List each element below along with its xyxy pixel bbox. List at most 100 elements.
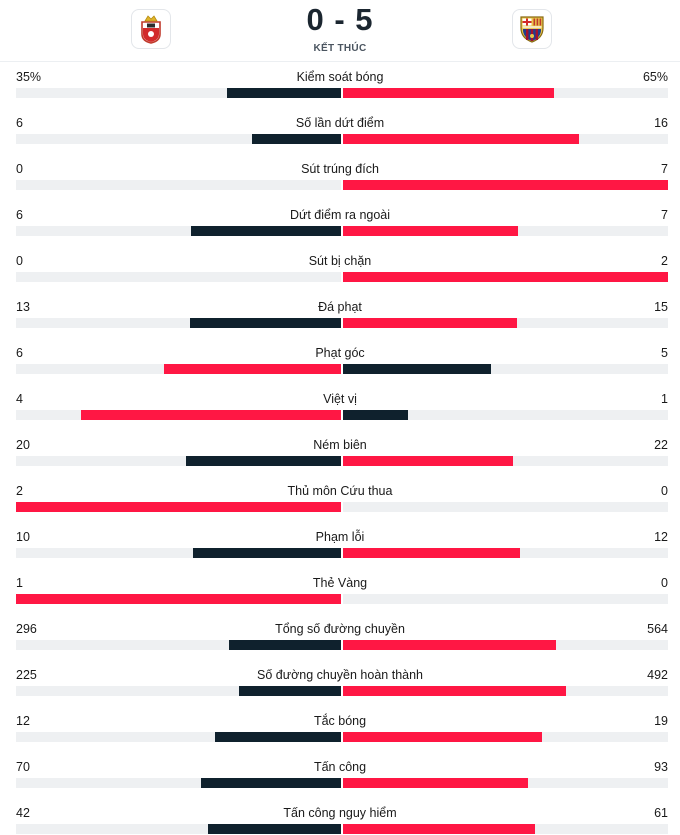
stat-home-bar [191, 226, 341, 236]
stat-label: Đá phạt [318, 300, 362, 314]
stat-away-track [343, 502, 668, 512]
stat-away-value: 93 [654, 760, 668, 774]
stat-home-track [16, 180, 341, 190]
stat-home-track [16, 364, 341, 374]
stat-home-bar [208, 824, 341, 834]
stat-away-value: 5 [661, 346, 668, 360]
stat-home-bar [163, 364, 341, 374]
stat-away-value: 0 [661, 576, 668, 590]
stat-home-track [16, 134, 341, 144]
stat-home-value: 6 [16, 208, 23, 222]
stat-away-bar [343, 134, 580, 144]
stat-label: Thủ môn Cứu thua [287, 484, 393, 498]
stat-home-value: 12 [16, 714, 30, 728]
stat-home-track [16, 456, 341, 466]
stat-row: 10 Phạm lỗi 12 [0, 526, 680, 572]
stat-home-value: 225 [16, 668, 37, 682]
stat-label: Số đường chuyền hoàn thành [257, 668, 423, 682]
stat-away-value: 12 [654, 530, 668, 544]
stat-away-bar [343, 364, 491, 374]
stat-away-track [343, 594, 668, 604]
stat-home-value: 6 [16, 116, 23, 130]
stat-away-bar [343, 88, 555, 98]
stat-label: Số lần dứt điểm [295, 116, 385, 130]
stat-away-track [343, 778, 668, 788]
stat-home-track [16, 824, 341, 834]
stat-away-bar [343, 180, 668, 190]
stat-home-bar [190, 318, 341, 328]
stat-label: Tấn công [313, 760, 367, 774]
stat-away-value: 564 [647, 622, 668, 636]
stat-label: Phạt góc [315, 346, 365, 360]
stat-home-bar [227, 88, 341, 98]
stat-row: 6 Số lần dứt điểm 16 [0, 112, 680, 158]
stat-row: 225 Số đường chuyền hoàn thành 492 [0, 664, 680, 710]
stat-away-value: 65% [642, 70, 668, 84]
stat-away-value: 7 [661, 208, 668, 222]
stat-away-value: 492 [647, 668, 668, 682]
match-status: KẾT THÚC [313, 43, 367, 54]
stat-away-track [343, 88, 668, 98]
stat-home-value: 1 [16, 576, 23, 590]
stat-away-track [343, 548, 668, 558]
stat-away-bar [343, 732, 543, 742]
stat-home-bar [252, 134, 341, 144]
stat-row: 4 Việt vị 1 [0, 388, 680, 434]
stat-away-value: 15 [654, 300, 668, 314]
stat-home-value: 296 [16, 622, 37, 636]
stat-home-bar [16, 502, 341, 512]
stat-away-bar [343, 410, 408, 420]
stat-away-track [343, 732, 668, 742]
stat-home-track [16, 410, 341, 420]
stat-home-value: 35% [16, 70, 42, 84]
stat-row: 6 Phạt góc 5 [0, 342, 680, 388]
stat-away-track [343, 686, 668, 696]
stat-away-track [343, 272, 668, 282]
stat-away-value: 7 [661, 162, 668, 176]
stat-label: Sút bị chặn [308, 254, 372, 268]
stat-row: 70 Tấn công 93 [0, 756, 680, 802]
stat-home-value: 0 [16, 254, 23, 268]
stat-label: Việt vị [323, 392, 357, 406]
stat-away-bar [343, 548, 521, 558]
stat-away-track [343, 364, 668, 374]
stat-away-bar [343, 640, 557, 650]
stat-label: Phạm lỗi [315, 530, 365, 544]
stat-home-bar [215, 732, 341, 742]
stat-label: Kiểm soát bóng [296, 70, 384, 84]
stat-home-track [16, 640, 341, 650]
stat-away-track [343, 180, 668, 190]
stat-away-track [343, 134, 668, 144]
stat-row: 0 Sút bị chặn 2 [0, 250, 680, 296]
stat-away-value: 16 [654, 116, 668, 130]
stat-away-value: 1 [661, 392, 668, 406]
stat-row: 42 Tấn công nguy hiểm 61 [0, 802, 680, 835]
away-team-logo[interactable] [512, 9, 552, 49]
stat-home-bar [201, 778, 341, 788]
stat-home-bar [229, 640, 341, 650]
match-header: 0 - 5 KẾT THÚC [0, 0, 680, 62]
barcelona-crest-icon [520, 16, 544, 43]
stat-home-value: 10 [16, 530, 30, 544]
stat-home-bar [16, 594, 341, 604]
stat-label: Dứt điểm ra ngoài [289, 208, 391, 222]
stat-away-bar [343, 456, 514, 466]
stat-home-track [16, 272, 341, 282]
stat-label: Tấn công nguy hiểm [283, 806, 397, 820]
stat-away-value: 22 [654, 438, 668, 452]
stat-label: Ném biên [313, 438, 367, 452]
stat-row: 20 Ném biên 22 [0, 434, 680, 480]
stat-home-track [16, 226, 341, 236]
stat-home-value: 42 [16, 806, 30, 820]
stat-home-track [16, 502, 341, 512]
stat-row: 35% Kiểm soát bóng 65% [0, 66, 680, 112]
stat-row: 296 Tổng số đường chuyền 564 [0, 618, 680, 664]
stat-away-track [343, 640, 668, 650]
stat-home-value: 70 [16, 760, 30, 774]
stat-away-track [343, 226, 668, 236]
stat-home-track [16, 548, 341, 558]
home-team-logo[interactable] [131, 9, 171, 49]
stat-home-track [16, 318, 341, 328]
stat-label: Sút trúng đích [301, 162, 379, 176]
stat-home-value: 2 [16, 484, 23, 498]
